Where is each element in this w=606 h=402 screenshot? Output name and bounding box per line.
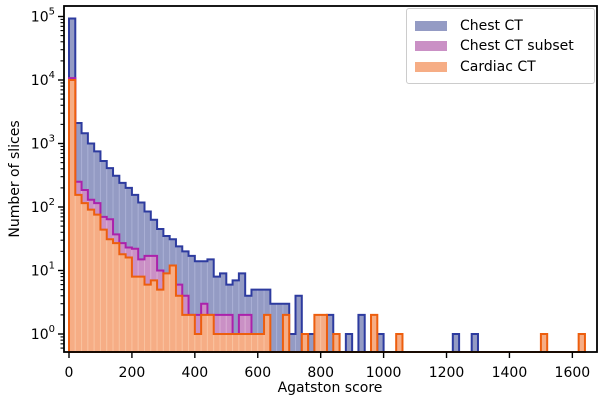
x-tick-label: 400 bbox=[181, 365, 208, 381]
x-tick-label: 1600 bbox=[555, 365, 591, 381]
cardiac-ct-bar bbox=[250, 333, 259, 353]
chest-ct-swatch bbox=[415, 20, 447, 31]
x-tick-label: 0 bbox=[65, 365, 74, 381]
y-axis-label: Number of slices bbox=[7, 120, 23, 238]
legend-label: Cardiac CT bbox=[460, 58, 536, 75]
cardiac-ct-bar bbox=[118, 253, 127, 353]
chest-ct-subset-swatch bbox=[415, 41, 447, 51]
legend-label: Chest CT bbox=[460, 17, 523, 34]
cardiac-ct-bar bbox=[257, 333, 265, 353]
cardiac-ct-bar bbox=[219, 333, 227, 353]
cardiac-ct-bar bbox=[150, 279, 158, 353]
plot-spines bbox=[63, 5, 598, 353]
cardiac-ct-bar bbox=[106, 238, 114, 353]
cardiac-ct-bar bbox=[112, 242, 120, 353]
y-ticks: 100 101 102 103 104 105 bbox=[31, 7, 64, 349]
cardiac-ct-bar bbox=[131, 276, 139, 353]
cardiac-ct-bar bbox=[244, 333, 252, 353]
x-ticks: 0 200 400 600 800 1000 1200 1400 1600 bbox=[65, 352, 591, 381]
cardiac-ct-bar bbox=[225, 333, 234, 353]
x-tick-label: 600 bbox=[244, 365, 271, 381]
legend-item-chest-ct: Chest CT bbox=[415, 16, 594, 35]
cardiac-ct-bar bbox=[81, 202, 89, 353]
cardiac-ct-bar bbox=[99, 229, 108, 353]
y-tick-label: 103 bbox=[31, 134, 55, 153]
cardiac-ct-bar bbox=[194, 333, 202, 353]
x-tick-label: 800 bbox=[307, 365, 334, 381]
legend: Chest CT Chest CT subset Cardiac CT bbox=[406, 8, 595, 84]
y-tick-label: 100 bbox=[31, 324, 55, 343]
cardiac-ct-bar bbox=[93, 214, 101, 353]
cardiac-ct-bar bbox=[232, 333, 240, 353]
y-tick-label: 104 bbox=[31, 70, 55, 89]
legend-item-cardiac-ct: Cardiac CT bbox=[415, 57, 594, 76]
y-tick-label: 102 bbox=[31, 197, 55, 216]
x-tick-label: 1000 bbox=[366, 365, 402, 381]
y-tick-label: 105 bbox=[31, 7, 55, 26]
x-tick-label: 200 bbox=[119, 365, 146, 381]
x-axis-label: Agatston score bbox=[277, 380, 383, 396]
cardiac-ct-bar bbox=[156, 289, 164, 353]
x-tick-label: 1400 bbox=[492, 365, 528, 381]
cardiac-ct-bar bbox=[137, 276, 146, 353]
legend-item-chest-ct-subset: Chest CT subset bbox=[415, 37, 594, 56]
cardiac-ct-bar bbox=[87, 209, 95, 353]
cardiac-ct-swatch bbox=[415, 61, 447, 72]
y-tick-label: 101 bbox=[31, 261, 55, 280]
cardiac-ct-bar bbox=[74, 194, 83, 353]
cardiac-ct-bar bbox=[238, 333, 246, 353]
cardiac-ct-bar bbox=[181, 314, 190, 353]
cardiac-ct-bar bbox=[144, 284, 152, 353]
x-tick-label: 1200 bbox=[429, 365, 465, 381]
legend-label: Chest CT subset bbox=[460, 38, 574, 54]
cardiac-ct-bar bbox=[213, 333, 221, 353]
